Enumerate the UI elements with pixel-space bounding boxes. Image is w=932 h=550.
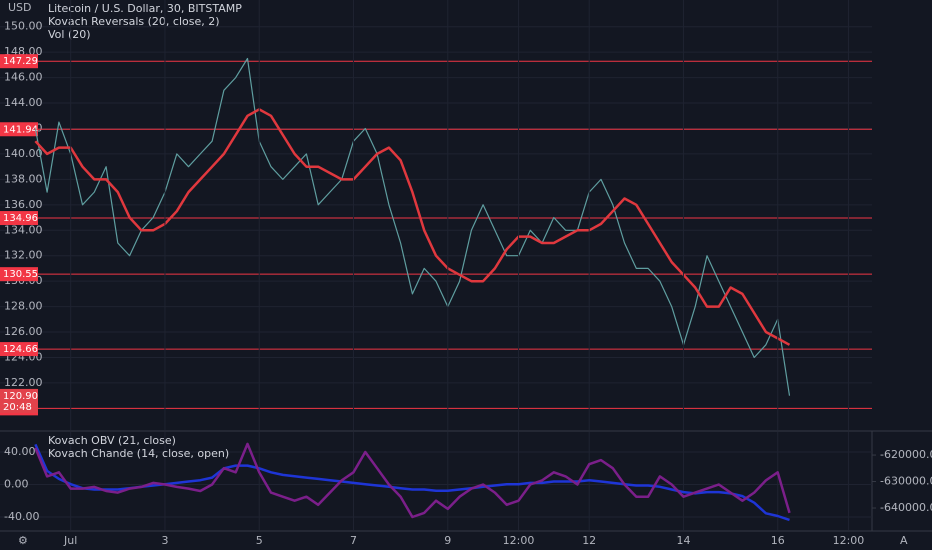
auto-scale-button[interactable]: A [900,534,908,547]
x-tick-label: 16 [771,534,785,547]
series-line [34,57,791,396]
x-tick-label: Jul [63,534,77,547]
series-line [34,442,791,519]
legend-entry: Kovach OBV (21, close) [48,434,176,447]
y-tick-label: -40.00 [4,510,39,523]
y-axis-unit: USD [8,1,32,14]
x-tick-label: 9 [444,534,451,547]
grid [0,0,872,530]
level-label-box [0,267,38,282]
last-price-box [0,388,38,413]
level-label: 134.96 [3,213,38,224]
y-tick-label: 146.00 [4,71,43,84]
x-tick-label: 5 [256,534,263,547]
y-tick-label: 132.00 [4,249,43,262]
x-tick-label: 14 [676,534,690,547]
last-price-label: 120.90 [3,391,38,402]
y-tick-label: 136.00 [4,198,43,211]
level-label: 124.66 [3,344,38,355]
indicator-title: Kovach Reversals (20, close, 2) [48,15,220,28]
grid [0,26,872,384]
countdown-label: 20:48 [3,402,32,413]
y-tick-label: 0.00 [4,477,29,490]
level-label: 141.94 [3,124,38,135]
y-tick-label: 126.00 [4,325,43,338]
x-tick-label: 12 [582,534,596,547]
x-tick-label: 12:00 [833,534,865,547]
level-label-box [0,54,38,69]
y-tick-label: 134.00 [4,223,43,236]
y2-tick-label: -630000.00 [880,475,932,488]
level-label: 147.29 [3,56,38,67]
x-tick-label: 7 [350,534,357,547]
level-label-box [0,342,38,357]
gear-icon[interactable]: ⚙ [18,534,28,547]
y-tick-label: 128.00 [4,300,43,313]
y2-tick-label: -620000.00 [880,448,932,461]
x-tick-label: 12:00 [503,534,535,547]
y-tick-label: 140.00 [4,147,43,160]
y-tick-label: 122.00 [4,376,43,389]
y-tick-label: 150.00 [4,20,43,33]
level-label-box [0,211,38,226]
y-tick-label: 144.00 [4,96,43,109]
legend-entry: Kovach Chande (14, close, open) [48,447,229,460]
level-label: 130.55 [3,269,38,280]
volume-title: Vol (20) [48,28,91,41]
level-label-box [0,122,38,137]
chart-title: Litecoin / U.S. Dollar, 30, BITSTAMP [48,2,242,15]
x-tick-label: 3 [161,534,168,547]
y-tick-label: 138.00 [4,172,43,185]
y2-tick-label: -640000.00 [880,501,932,514]
y-tick-label: 40.00 [4,445,36,458]
series-line [34,108,791,346]
